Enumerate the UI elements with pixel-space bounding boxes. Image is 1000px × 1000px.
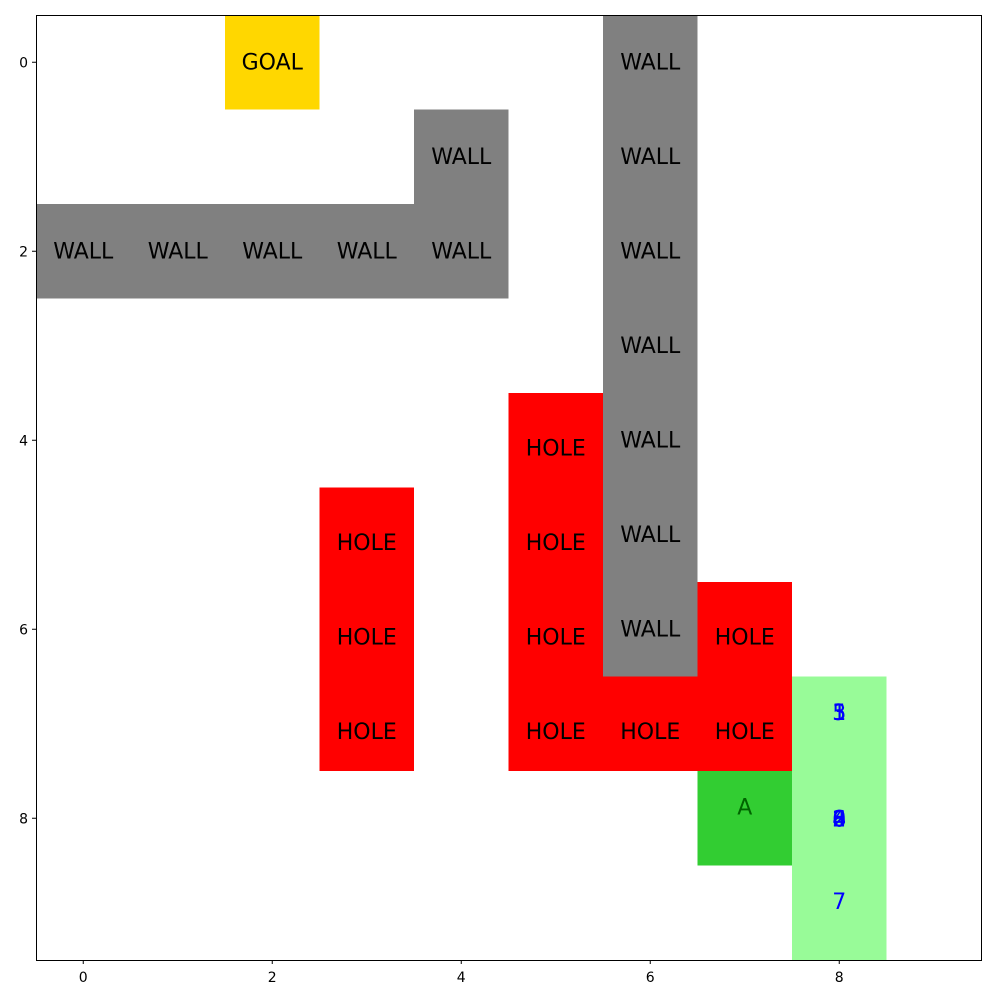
hole-cell [697,582,792,677]
y-tick-label: 8 [19,811,28,827]
wall-label: WALL [620,523,681,548]
hole-cell [319,487,414,582]
y-tick-label: 2 [19,244,28,260]
hole-label: HOLE [526,531,586,556]
visit-step-number: 6 [832,807,846,832]
wall-label: WALL [242,239,303,264]
y-tick-label: 4 [19,433,28,449]
hole-cell [508,676,603,771]
wall-label: WALL [620,239,681,264]
hole-label: HOLE [715,625,775,650]
x-tick-label: 0 [79,970,88,986]
visit-step-number: 3 [832,701,846,726]
visited-cell [792,865,887,960]
hole-label: HOLE [337,720,397,745]
hole-cell [319,676,414,771]
wall-cell [225,204,320,299]
goal-label: GOAL [242,50,304,75]
wall-cell [319,204,414,299]
visit-step-number: 4 [832,807,846,832]
wall-label: WALL [337,239,398,264]
axes-frame [36,15,982,961]
wall-label: WALL [53,239,114,264]
wall-label: WALL [620,50,681,75]
x-tick-label: 8 [835,970,844,986]
hole-label: HOLE [526,720,586,745]
goal-cell [225,15,320,110]
visit-step-number: 1 [832,701,846,726]
hole-cell [319,582,414,677]
wall-label: WALL [620,428,681,453]
hole-cell [603,676,698,771]
visit-step-number: 8 [832,807,846,832]
wall-cell [603,582,698,677]
hole-cell [508,582,603,677]
wall-cell [36,204,131,299]
wall-cell [603,393,698,488]
wall-cell [130,204,225,299]
visited-cell [792,676,887,771]
x-tick-label: 2 [268,970,277,986]
hole-label: HOLE [337,625,397,650]
grid-plot-area: GOAL WALL WALL WALL WALL WALL WALL WALL WALL WALL… [36,15,887,960]
agent-label: A [737,795,752,820]
wall-cell [603,15,698,110]
hole-label: HOLE [620,720,680,745]
wall-cell [414,204,509,299]
wall-cell [603,487,698,582]
hole-label: HOLE [337,531,397,556]
wall-label: WALL [620,617,681,642]
wall-label: WALL [620,334,681,359]
wall-cell [603,298,698,393]
wall-cell [603,109,698,204]
visit-step-number: 2 [832,807,846,832]
visited-cell [792,771,887,866]
wall-cell [603,204,698,299]
y-tick-label: 6 [19,622,28,638]
visit-step-number: 0 [832,807,846,832]
hole-label: HOLE [526,436,586,461]
hole-cell [508,487,603,582]
wall-label: WALL [620,145,681,170]
agent-cell [697,771,792,866]
wall-label: WALL [148,239,209,264]
hole-cell [697,676,792,771]
wall-label: WALL [431,145,492,170]
wall-label: WALL [431,239,492,264]
x-tick-label: 6 [646,970,655,986]
visit-step-number: 5 [832,701,846,726]
y-tick-label: 0 [19,55,28,71]
x-tick-label: 4 [457,970,466,986]
hole-cell [508,393,603,488]
hole-label: HOLE [526,625,586,650]
wall-cell [414,109,509,204]
visit-step-number: 7 [832,890,846,915]
hole-label: HOLE [715,720,775,745]
